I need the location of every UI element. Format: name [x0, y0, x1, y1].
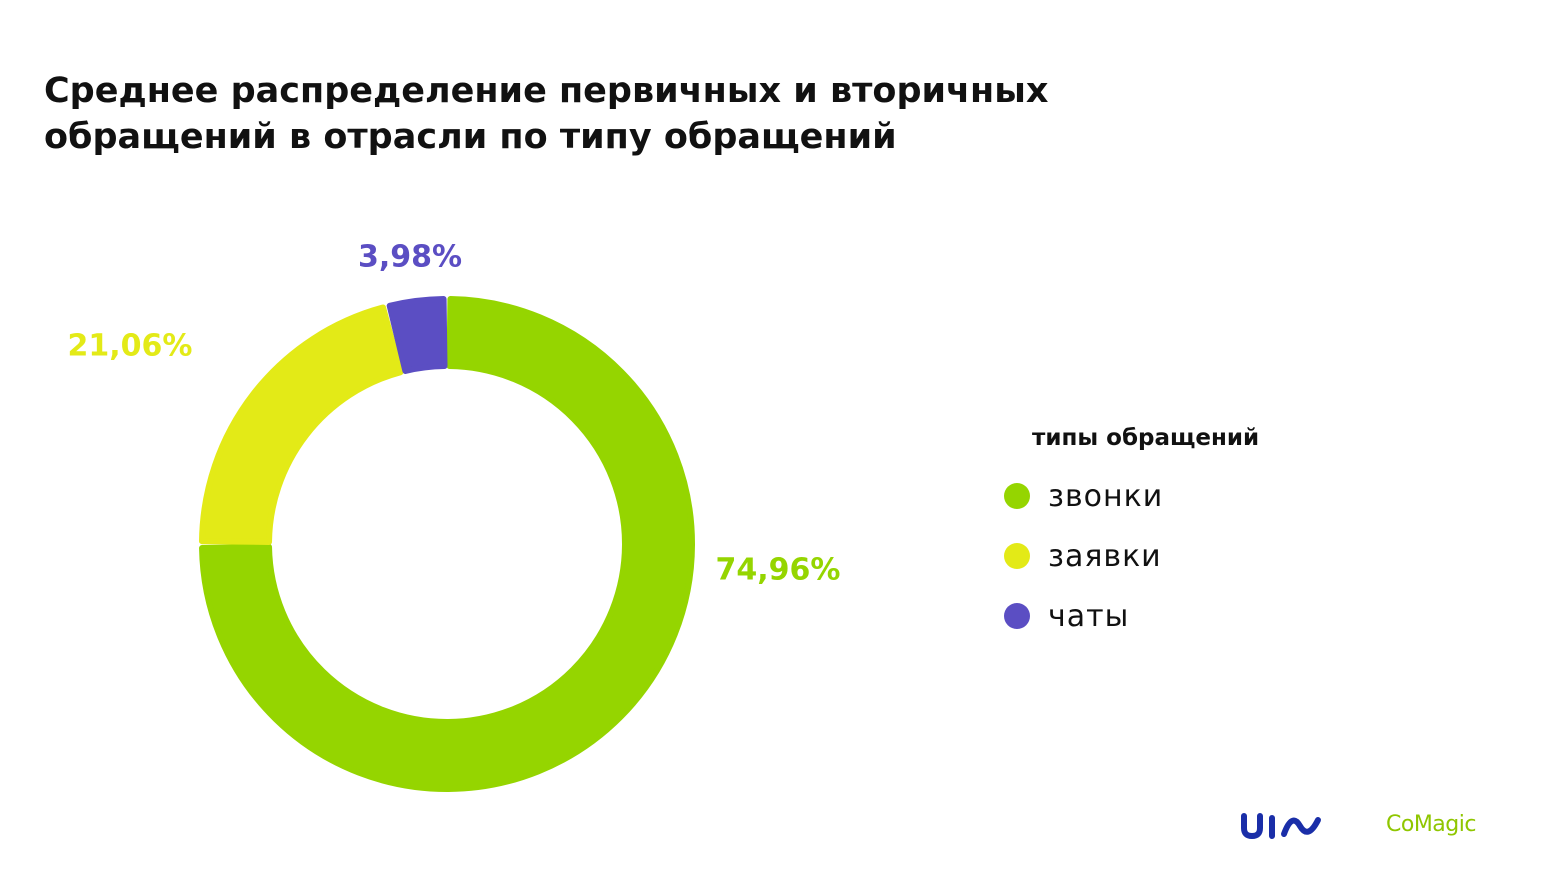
comagic-logo: CoMagic	[1386, 812, 1476, 837]
legend-label-chats: чаты	[1048, 598, 1130, 634]
legend-label-calls: звонки	[1048, 478, 1164, 514]
data-label-0: 74,96%	[716, 553, 841, 588]
donut-chart: 74,96% 21,06% 3,98%	[68, 240, 841, 792]
legend: типы обращений звонки заявки чаты	[1004, 418, 1404, 646]
data-label-2: 3,98%	[358, 240, 462, 275]
uis-logo	[1241, 813, 1321, 840]
data-label-1: 21,06%	[68, 329, 193, 364]
slice-0	[199, 296, 695, 792]
chart-title: Среднее распределение первичных и вторич…	[44, 68, 1244, 160]
legend-title: типы обращений	[1032, 425, 1260, 451]
slice-1	[199, 304, 404, 545]
legend-label-requests: заявки	[1048, 538, 1162, 574]
legend-item-calls: звонки	[1004, 466, 1404, 526]
legend-dot-requests	[1004, 543, 1030, 569]
chart-title-line-1: Среднее распределение первичных и вторич…	[44, 71, 1049, 111]
legend-list: звонки заявки чаты	[1004, 466, 1404, 646]
legend-item-requests: заявки	[1004, 526, 1404, 586]
chart-title-line-2: обращений в отрасли по типу обращений	[44, 117, 897, 157]
legend-dot-calls	[1004, 483, 1030, 509]
legend-dot-chats	[1004, 603, 1030, 629]
legend-item-chats: чаты	[1004, 586, 1404, 646]
slice-2	[386, 296, 448, 374]
